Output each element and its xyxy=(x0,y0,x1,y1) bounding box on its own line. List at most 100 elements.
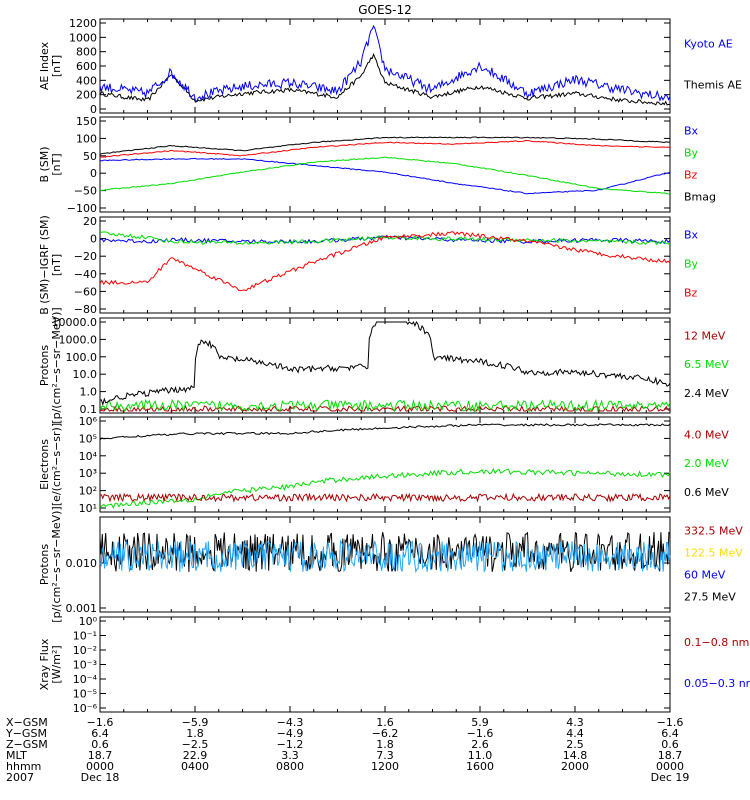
legend-bz: Bz xyxy=(684,287,698,300)
x-cell: 0000 xyxy=(86,760,114,773)
y-axis-label: Electrons xyxy=(38,439,51,490)
x-cell: −1.6 xyxy=(467,727,494,740)
y-tick-label: 0.001 xyxy=(66,602,98,615)
x-cell: −4.9 xyxy=(277,727,304,740)
legend-themis-ae: Themis AE xyxy=(683,78,742,91)
y-tick-label: 10⁶ xyxy=(79,415,98,428)
legend-bx: Bx xyxy=(684,228,699,241)
y-tick-label: 200 xyxy=(76,89,97,102)
y-axis-label: [W/m²] xyxy=(50,645,63,683)
y-tick-label: 600 xyxy=(76,60,97,73)
y-axis-label: [nT] xyxy=(50,254,63,276)
legend-2-0-mev: 2.0 MeV xyxy=(684,457,729,470)
y-tick-label: 20 xyxy=(83,215,97,228)
x-row-label: 2007 xyxy=(6,771,34,784)
y-tick-label: 10⁻⁵ xyxy=(73,688,97,701)
x-cell: 0.6 xyxy=(91,738,109,751)
y-axis-label: B (SM) xyxy=(38,146,51,182)
x-cell: Dec 19 xyxy=(651,771,690,784)
x-cell: 4.4 xyxy=(566,727,584,740)
legend-4-0-mev: 4.0 MeV xyxy=(684,428,729,441)
panel-xray: 10⁰ 10⁻¹10⁻² 10⁻³10⁻⁴ 10⁻⁵10⁻⁶ Xray Flux [W/m… xyxy=(38,615,750,715)
x-cell: 1600 xyxy=(466,760,494,773)
y-tick-label: 10⁰ xyxy=(79,615,98,628)
panel-electrons: 10⁶ 10⁵ 10⁴ 10³ 10² 10¹ Electrons [e/(cm²−s−sr)… xyxy=(38,415,729,515)
x-cell: 2.5 xyxy=(566,738,584,751)
x-row-label: MLT xyxy=(6,749,27,762)
series-0-6-mev xyxy=(99,423,671,441)
legend-bx: Bx xyxy=(684,124,699,137)
panel-b: 150 100 50 0 −50 −100 B (SM) [nT] Bx By Bz Bmag xyxy=(38,115,716,215)
y-tick-label: 100.0 xyxy=(66,351,98,364)
y-tick-label: 10⁻² xyxy=(73,644,97,657)
y-tick-label: 100 xyxy=(76,132,97,145)
x-axis-table: X−GSMY−GSMZ−GSMMLThhmm2007−1.66.40.618.7… xyxy=(5,716,689,784)
y-tick-label: 10² xyxy=(79,485,97,498)
panel-protons: 10000.0 1000.0 100.0 10.0 1.0 0.1 Protons [p/(c… xyxy=(38,307,729,423)
y-tick-label: 10⁵ xyxy=(79,432,97,445)
series-bz xyxy=(99,139,671,158)
y-tick-label: 10⁴ xyxy=(79,450,98,463)
series-by xyxy=(99,231,671,246)
legend-0-6-mev: 0.6 MeV xyxy=(684,486,729,499)
x-row-label: hhmm xyxy=(6,760,41,773)
x-cell: 18.7 xyxy=(88,749,113,762)
x-cell: 0400 xyxy=(181,760,209,773)
panel-bdiff: 20 0 −20 −40 −60 −80 B (SM)−IGRF (SM) [nT] Bx By B… xyxy=(38,215,699,316)
series-2-4-mev xyxy=(99,320,671,407)
x-cell: 7.3 xyxy=(376,749,394,762)
x-cell: 4.3 xyxy=(566,716,584,729)
x-row-label: X−GSM xyxy=(6,716,48,729)
y-tick-label: 10⁻⁶ xyxy=(73,702,98,715)
series-themis-ae xyxy=(99,52,671,106)
y-axis-label: [nT] xyxy=(50,153,63,175)
x-row-label: Z−GSM xyxy=(6,738,48,751)
x-cell: −2.5 xyxy=(182,738,209,751)
panel-frame xyxy=(99,216,671,314)
y-tick-label: −80 xyxy=(74,303,97,316)
legend-by: By xyxy=(684,258,699,271)
y-tick-label: 10⁻⁴ xyxy=(73,673,98,686)
y-tick-label: 0 xyxy=(90,103,97,116)
y-axis-label: [p/(cm²−s−sr−MeV)] xyxy=(50,506,63,622)
legend-332-5-mev: 332.5 MeV xyxy=(684,524,743,537)
y-axis-label: [nT] xyxy=(50,55,63,77)
x-cell: Dec 18 xyxy=(81,771,120,784)
legend-27-5-mev: 27.5 MeV xyxy=(684,591,736,604)
x-cell: 0800 xyxy=(276,760,304,773)
y-tick-label: 10⁻¹ xyxy=(73,630,97,643)
series-4-0-mev xyxy=(99,492,671,503)
panel-frame xyxy=(99,616,671,713)
panel-frame xyxy=(99,116,671,213)
y-tick-label: −20 xyxy=(74,250,97,263)
y-axis-label: AE Index xyxy=(38,41,51,90)
panel-hiprotons: 0.010 0.001 Protons [p/(cm²−s−sr−MeV)] 332.5… xyxy=(38,506,743,622)
y-tick-label: 10000.0 xyxy=(52,316,98,329)
x-cell: 0000 xyxy=(656,760,684,773)
x-cell: −1.6 xyxy=(87,716,114,729)
y-tick-label: 800 xyxy=(76,46,97,59)
y-axis-label: Xray Flux xyxy=(38,638,51,690)
y-tick-label: 1000.0 xyxy=(59,333,98,346)
y-tick-label: 0.010 xyxy=(66,557,98,570)
legend-122-5-mev: 122.5 MeV xyxy=(684,546,743,559)
x-cell: 0.6 xyxy=(661,738,679,751)
y-tick-label: 10¹ xyxy=(79,502,97,515)
x-cell: 6.4 xyxy=(91,727,109,740)
y-tick-label: 1000 xyxy=(69,31,97,44)
x-cell: 3.3 xyxy=(281,749,299,762)
y-tick-label: 150 xyxy=(76,115,97,128)
x-cell: −6.2 xyxy=(372,727,399,740)
legend-bz: Bz xyxy=(684,168,698,181)
x-cell: 1.6 xyxy=(376,716,394,729)
series-kyoto-ae xyxy=(99,24,671,102)
legend-bmag: Bmag xyxy=(684,191,716,204)
panel-frame xyxy=(99,18,671,114)
x-cell: −5.9 xyxy=(182,716,209,729)
x-cell: 14.8 xyxy=(563,749,588,762)
y-tick-label: −40 xyxy=(74,268,97,281)
x-row-label: Y−GSM xyxy=(5,727,47,740)
y-tick-label: 10⁻³ xyxy=(73,659,97,672)
